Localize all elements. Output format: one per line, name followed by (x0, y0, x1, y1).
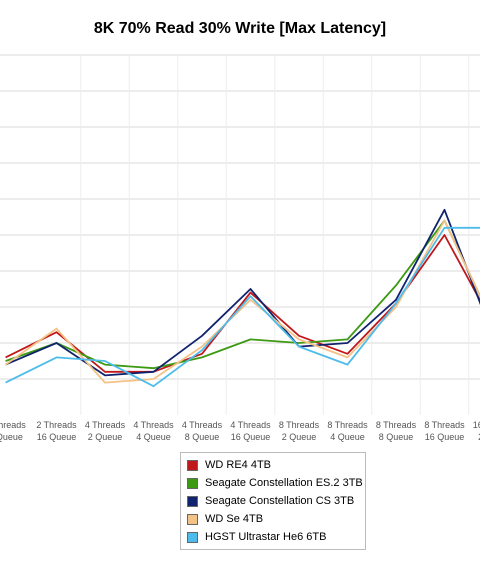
legend-item-3: Seagate Constellation CS 3TB (181, 492, 365, 510)
x-tick-label-8-line-1: 8 Threads (327, 420, 368, 430)
legend-swatch-4 (187, 513, 198, 525)
x-tick-label-10-line-1: 8 Threads (424, 420, 465, 430)
x-tick-label-9-line-1: 8 Threads (376, 420, 417, 430)
x-tick-label-6-line-2: 16 Queue (231, 432, 271, 442)
legend-label-5: HGST Ultrastar He6 6TB (205, 531, 327, 543)
x-tick-label-3-line-1: 4 Threads (85, 420, 126, 430)
gridlines (0, 54, 480, 415)
x-tick-label-10-line-2: 16 Queue (425, 432, 465, 442)
legend-item-1: WD RE4 4TB (181, 456, 365, 474)
series-line-2 (5, 219, 480, 370)
legend-swatch-5 (187, 531, 198, 543)
x-tick-labels: 2 Threads 8 Queue 2 Threads 16 Queue 4 Threa… (0, 420, 480, 442)
x-tick-label-4-line-2: 4 Queue (136, 432, 171, 442)
x-tick-label-5-line-2: 8 Queue (185, 432, 220, 442)
x-tick-label-8-line-2: 4 Queue (330, 432, 365, 442)
legend-swatch-3 (187, 495, 198, 507)
series-line-5 (5, 226, 480, 388)
x-tick-label-11-line-1: 16 Threads (473, 420, 480, 430)
legend: WD RE4 4TB Seagate Constellation ES.2 3TB… (180, 452, 366, 550)
x-tick-label-6-line-1: 4 Threads (230, 420, 271, 430)
legend-label-4: WD Se 4TB (205, 513, 264, 525)
x-tick-label-1-line-1: 2 Threads (0, 420, 26, 430)
x-tick-label-11-line-2: 2 Queue (478, 432, 480, 442)
series-line-1 (5, 234, 480, 373)
x-tick-label-7-line-2: 2 Queue (282, 432, 317, 442)
legend-label-1: WD RE4 4TB (205, 459, 272, 471)
x-tick-label-7-line-1: 8 Threads (279, 420, 320, 430)
x-tick-label-2-line-2: 16 Queue (37, 432, 77, 442)
legend-item-2: Seagate Constellation ES.2 3TB (181, 474, 365, 492)
x-tick-label-3-line-2: 2 Queue (88, 432, 123, 442)
legend-item-5: HGST Ultrastar He6 6TB (181, 528, 365, 546)
legend-label-3: Seagate Constellation CS 3TB (205, 495, 355, 507)
legend-label-2: Seagate Constellation ES.2 3TB (205, 477, 363, 489)
x-tick-label-5-line-1: 4 Threads (182, 420, 223, 430)
legend-swatch-2 (187, 477, 198, 489)
line-chart: 2 Threads 8 Queue 2 Threads 16 Queue 4 Threa… (0, 54, 480, 442)
x-tick-label-9-line-2: 8 Queue (379, 432, 414, 442)
legend-item-4: WD Se 4TB (181, 510, 365, 528)
chart-title: 8K 70% Read 30% Write [Max Latency] (93, 20, 387, 37)
series-lines (5, 208, 480, 388)
x-tick-label-1-line-2: 8 Queue (0, 432, 23, 442)
x-tick-label-4-line-1: 4 Threads (133, 420, 174, 430)
legend-swatch-1 (187, 459, 198, 471)
x-tick-label-2-line-1: 2 Threads (36, 420, 77, 430)
